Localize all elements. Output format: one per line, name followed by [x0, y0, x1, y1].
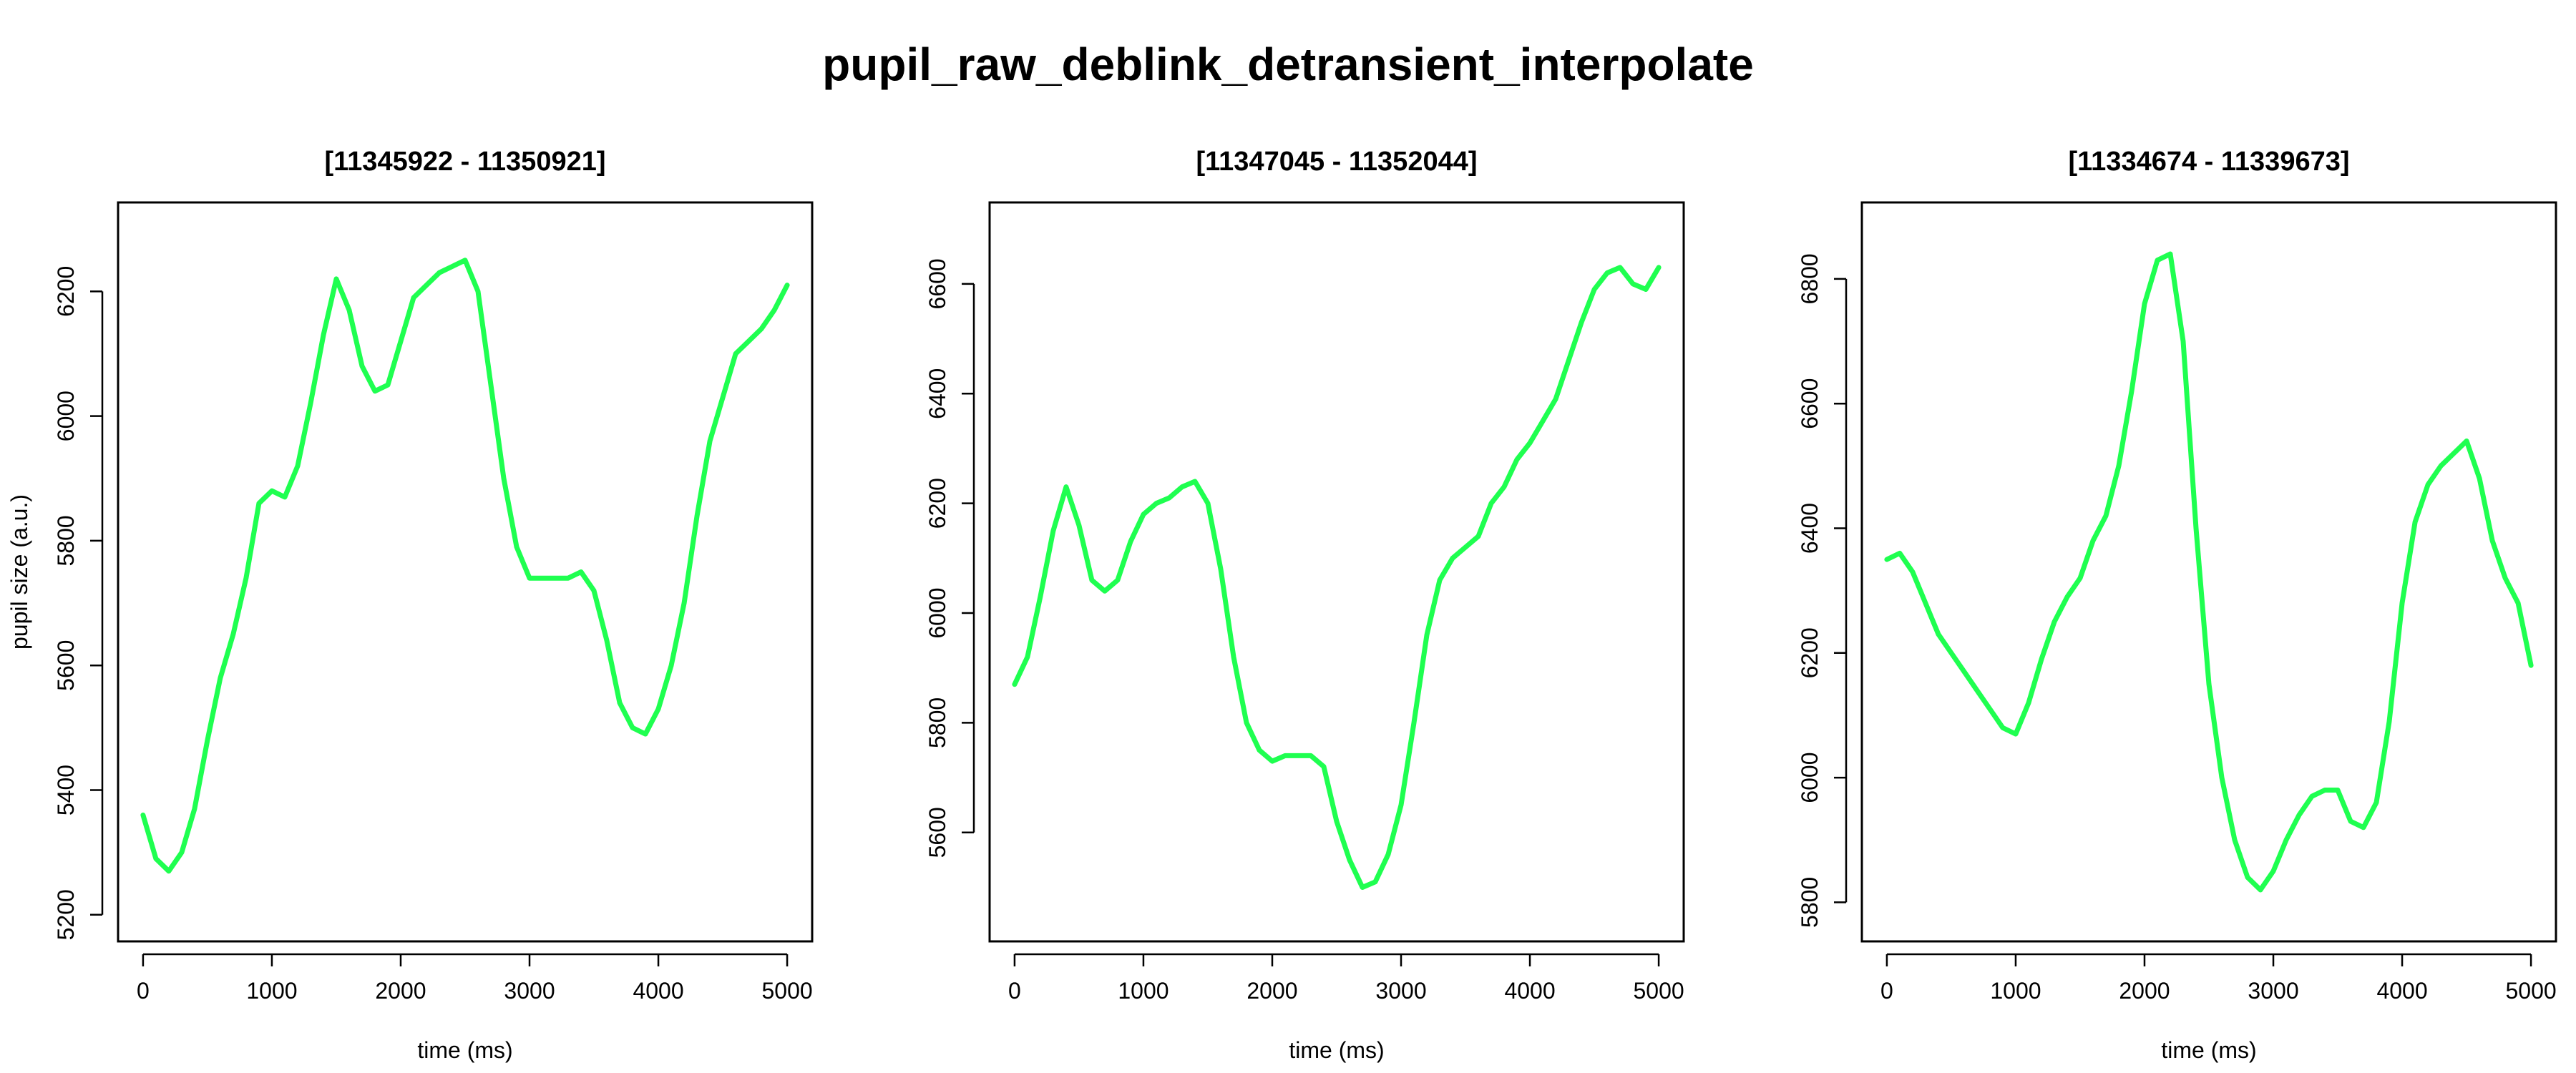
y-tick-label: 6600: [1797, 378, 1823, 429]
x-tick-label: 1000: [1990, 978, 2041, 1004]
y-tick-label: 6400: [1797, 503, 1823, 554]
x-axis-label: time (ms): [2161, 1037, 2256, 1063]
x-tick-label: 2000: [1246, 978, 1297, 1004]
y-tick-label: 5400: [53, 765, 79, 815]
y-tick-label: 6000: [924, 587, 950, 638]
y-tick-label: 5600: [924, 807, 950, 858]
x-tick-label: 5000: [1633, 978, 1684, 1004]
y-tick-label: 6400: [924, 368, 950, 419]
plot-frame: [1860, 201, 2557, 943]
y-tick-label: 5800: [53, 515, 79, 566]
y-tick-label: 6000: [53, 391, 79, 441]
plot-frame: [988, 201, 1685, 943]
x-tick-label: 0: [1880, 978, 1893, 1004]
panel-title: [11347045 - 11352044]: [1196, 147, 1477, 177]
chart-panel-2: [11347045 - 11352044] 0 1000 2000 3000 4000 50…: [924, 147, 1685, 1063]
panel-title: [11345922 - 11350921]: [324, 147, 605, 177]
x-tick-label: 1000: [246, 978, 297, 1004]
series-line-1: [140, 258, 790, 874]
x-tick-label: 4000: [633, 978, 683, 1004]
x-tick-label: 1000: [1118, 978, 1169, 1004]
x-tick-label: 0: [137, 978, 150, 1004]
x-tick-label: 5000: [2505, 978, 2556, 1004]
x-tick-label: 3000: [504, 978, 555, 1004]
x-tick-label: 3000: [1375, 978, 1426, 1004]
y-tick-label: 6200: [53, 266, 79, 317]
y-tick-label: 6800: [1797, 253, 1823, 304]
x-tick-label: 4000: [1504, 978, 1555, 1004]
y-tick-label: 6600: [924, 258, 950, 309]
plot-frame: [117, 201, 814, 943]
x-axis-label: time (ms): [1289, 1037, 1384, 1063]
chart-panels: [11345922 - 11350921] 0 1000 2000 3000 4000 50…: [6, 147, 2557, 1063]
y-tick-label: 5200: [53, 889, 79, 940]
x-tick-label: 5000: [761, 978, 812, 1004]
y-tick-label: 5600: [53, 640, 79, 691]
series-line-1: [1012, 265, 1662, 890]
x-tick-label: 0: [1008, 978, 1021, 1004]
x-tick-label: 3000: [2248, 978, 2298, 1004]
x-tick-label: 2000: [375, 978, 426, 1004]
y-tick-label: 5800: [1797, 877, 1823, 928]
chart-panel-3: [11334674 - 11339673] 0 1000 2000 3000 4000 50…: [1797, 147, 2557, 1063]
y-tick-label: 6200: [1797, 627, 1823, 678]
y-tick-label: 6000: [1797, 752, 1823, 803]
panel-title: [11334674 - 11339673]: [2068, 147, 2349, 177]
x-axis-label: time (ms): [417, 1037, 512, 1063]
chart-panel-1: [11345922 - 11350921] 0 1000 2000 3000 4000 50…: [6, 147, 814, 1063]
x-tick-label: 4000: [2376, 978, 2427, 1004]
x-tick-label: 2000: [2119, 978, 2170, 1004]
figure-title: pupil_raw_deblink_detransient_interpolat…: [822, 39, 1754, 90]
y-tick-label: 5800: [924, 697, 950, 748]
series-line-1: [1884, 251, 2534, 893]
y-tick-label: 6200: [924, 478, 950, 529]
y-axis-label: pupil size (a.u.): [6, 494, 32, 650]
